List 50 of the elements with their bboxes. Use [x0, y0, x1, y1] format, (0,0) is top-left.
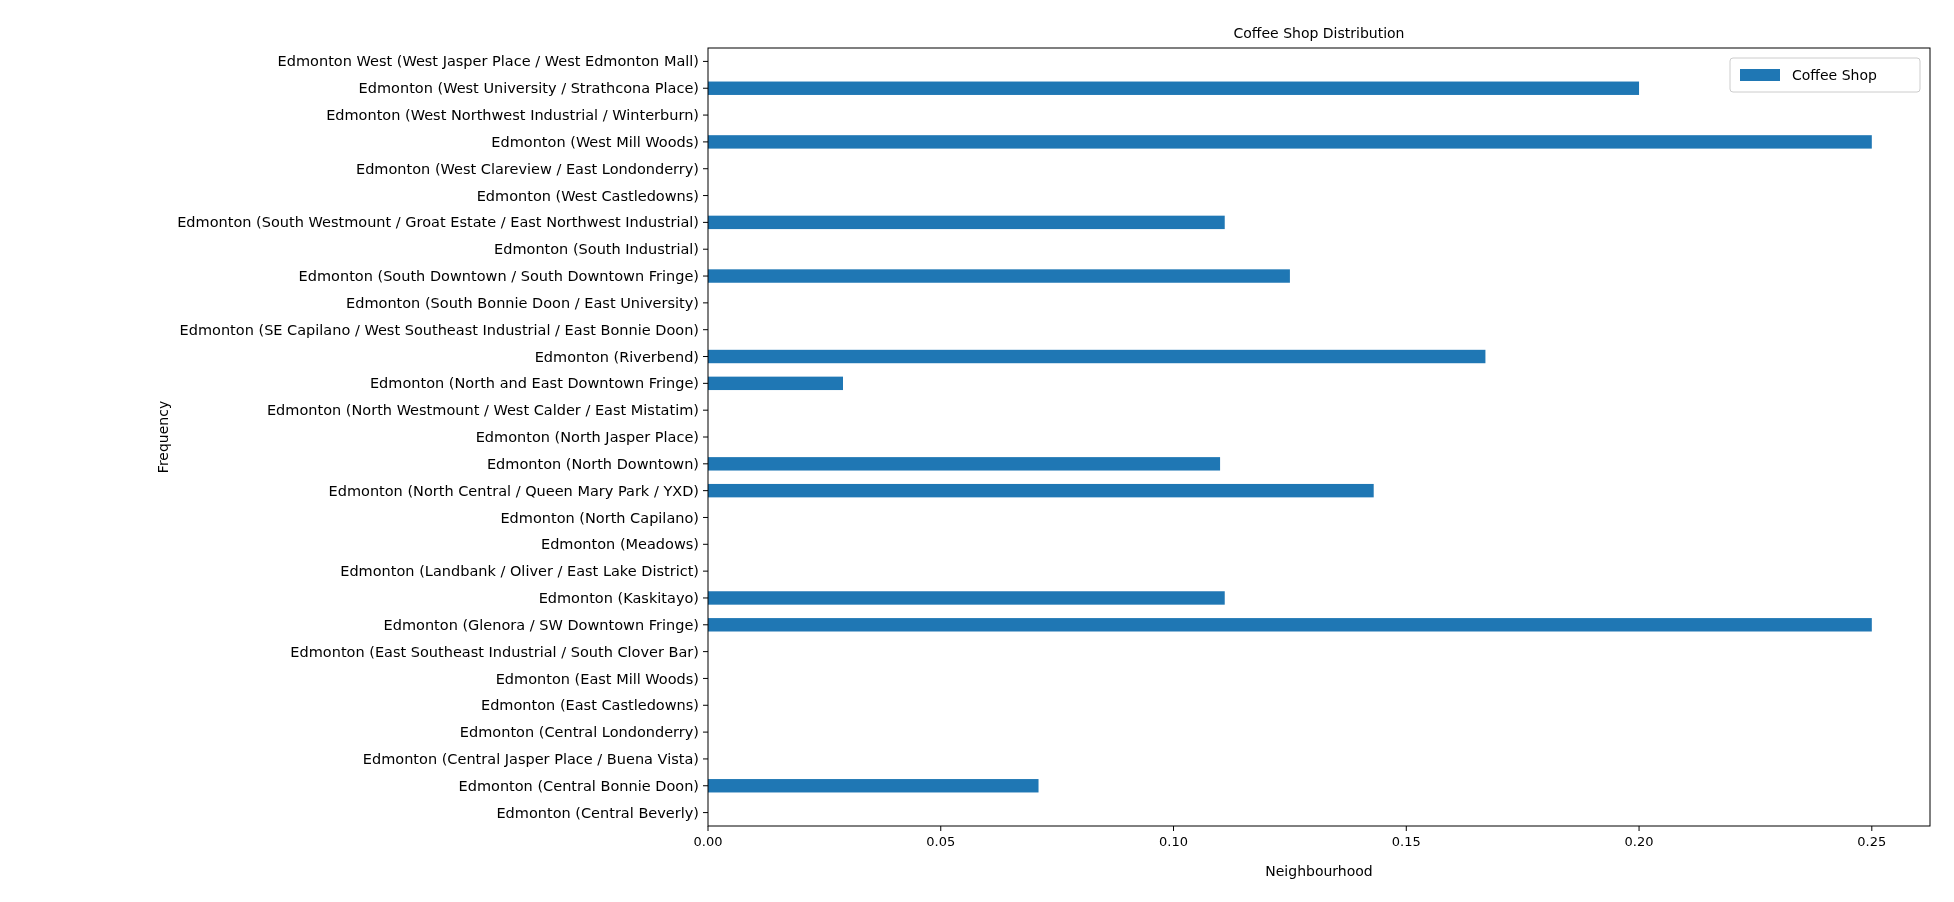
y-tick-label: Edmonton (West Castledowns): [476, 187, 699, 204]
x-tick-label: 0.00: [693, 834, 723, 849]
bar: [708, 81, 1640, 95]
y-tick-label: Edmonton (Glenora / SW Downtown Fringe): [383, 616, 699, 633]
y-tick-label: Edmonton West (West Jasper Place / West Edmonton Mall): [277, 53, 699, 70]
y-tick-label: Edmonton (North Westmount / West Calder / East Mistatim): [266, 402, 699, 419]
x-axis-title: Neighbourhood: [1265, 863, 1373, 879]
bar: [708, 618, 1872, 632]
y-axis-title: Frequency: [155, 400, 171, 474]
chart-title: Coffee Shop Distribution: [1233, 25, 1405, 41]
y-tick-label: Edmonton (Landbank / Oliver / East Lake District): [340, 563, 699, 580]
y-tick-label: Edmonton (West Mill Woods): [491, 133, 699, 150]
y-tick-label: Edmonton (East Mill Woods): [495, 670, 699, 687]
bar: [708, 215, 1225, 230]
y-tick-label: Edmonton (North and East Downtown Fringe): [369, 375, 699, 392]
x-tick-label: 0.15: [1391, 834, 1421, 849]
y-tick-label: Edmonton (SE Capilano / West Southeast Industrial / East Bonnie Doon): [179, 321, 699, 338]
y-tick-label: Edmonton (North Downtown): [486, 455, 699, 472]
y-tick-label: Edmonton (North Jasper Place): [475, 429, 699, 446]
bar: [708, 591, 1225, 605]
bar: [708, 376, 843, 391]
y-tick-label: Edmonton (Meadows): [540, 536, 699, 553]
y-tick-label: Edmonton (Kaskitayo): [538, 590, 699, 607]
x-tick-label: 0.20: [1624, 834, 1654, 849]
bar: [708, 457, 1221, 471]
y-tick-label: Edmonton (East Southeast Industrial / South Clover Bar): [290, 643, 699, 660]
y-tick-label: Edmonton (South Industrial): [494, 241, 699, 258]
y-tick-label: Edmonton (South Westmount / Groat Estate / East Northwest Industrial): [177, 214, 699, 231]
y-tick-label: Edmonton (Central Bonnie Doon): [458, 777, 699, 794]
bar: [708, 269, 1290, 283]
y-tick-label: Edmonton (South Bonnie Doon / East University): [346, 294, 699, 311]
y-tick-label: Edmonton (Central Jasper Place / Buena Vista): [362, 751, 699, 768]
y-tick-label: Edmonton (West Clareview / East Londonderry): [356, 160, 699, 177]
x-tick-label: 0.25: [1857, 834, 1887, 849]
y-tick-label: Edmonton (South Downtown / South Downtown Fringe): [298, 268, 699, 285]
legend-label: Coffee Shop: [1792, 67, 1877, 83]
y-tick-label: Edmonton (East Castledowns): [481, 697, 699, 714]
bar: [708, 483, 1374, 498]
y-tick-label: Edmonton (North Central / Queen Mary Park / YXD): [328, 482, 699, 499]
x-tick-label: 0.05: [926, 834, 956, 849]
y-tick-label: Edmonton (Central Londonderry): [459, 724, 699, 741]
bar: [708, 349, 1486, 364]
bar: [708, 779, 1039, 793]
bar: [708, 135, 1872, 149]
y-tick-label: Edmonton (West Northwest Industrial / Winterburn): [326, 107, 699, 124]
x-tick-label: 0.10: [1159, 834, 1188, 849]
y-tick-label: Edmonton (Central Beverly): [496, 804, 699, 821]
y-tick-label: Edmonton (West University / Strathcona Place): [358, 80, 699, 97]
y-tick-label: Edmonton (North Capilano): [500, 509, 699, 526]
y-tick-label: Edmonton (Riverbend): [534, 348, 699, 365]
